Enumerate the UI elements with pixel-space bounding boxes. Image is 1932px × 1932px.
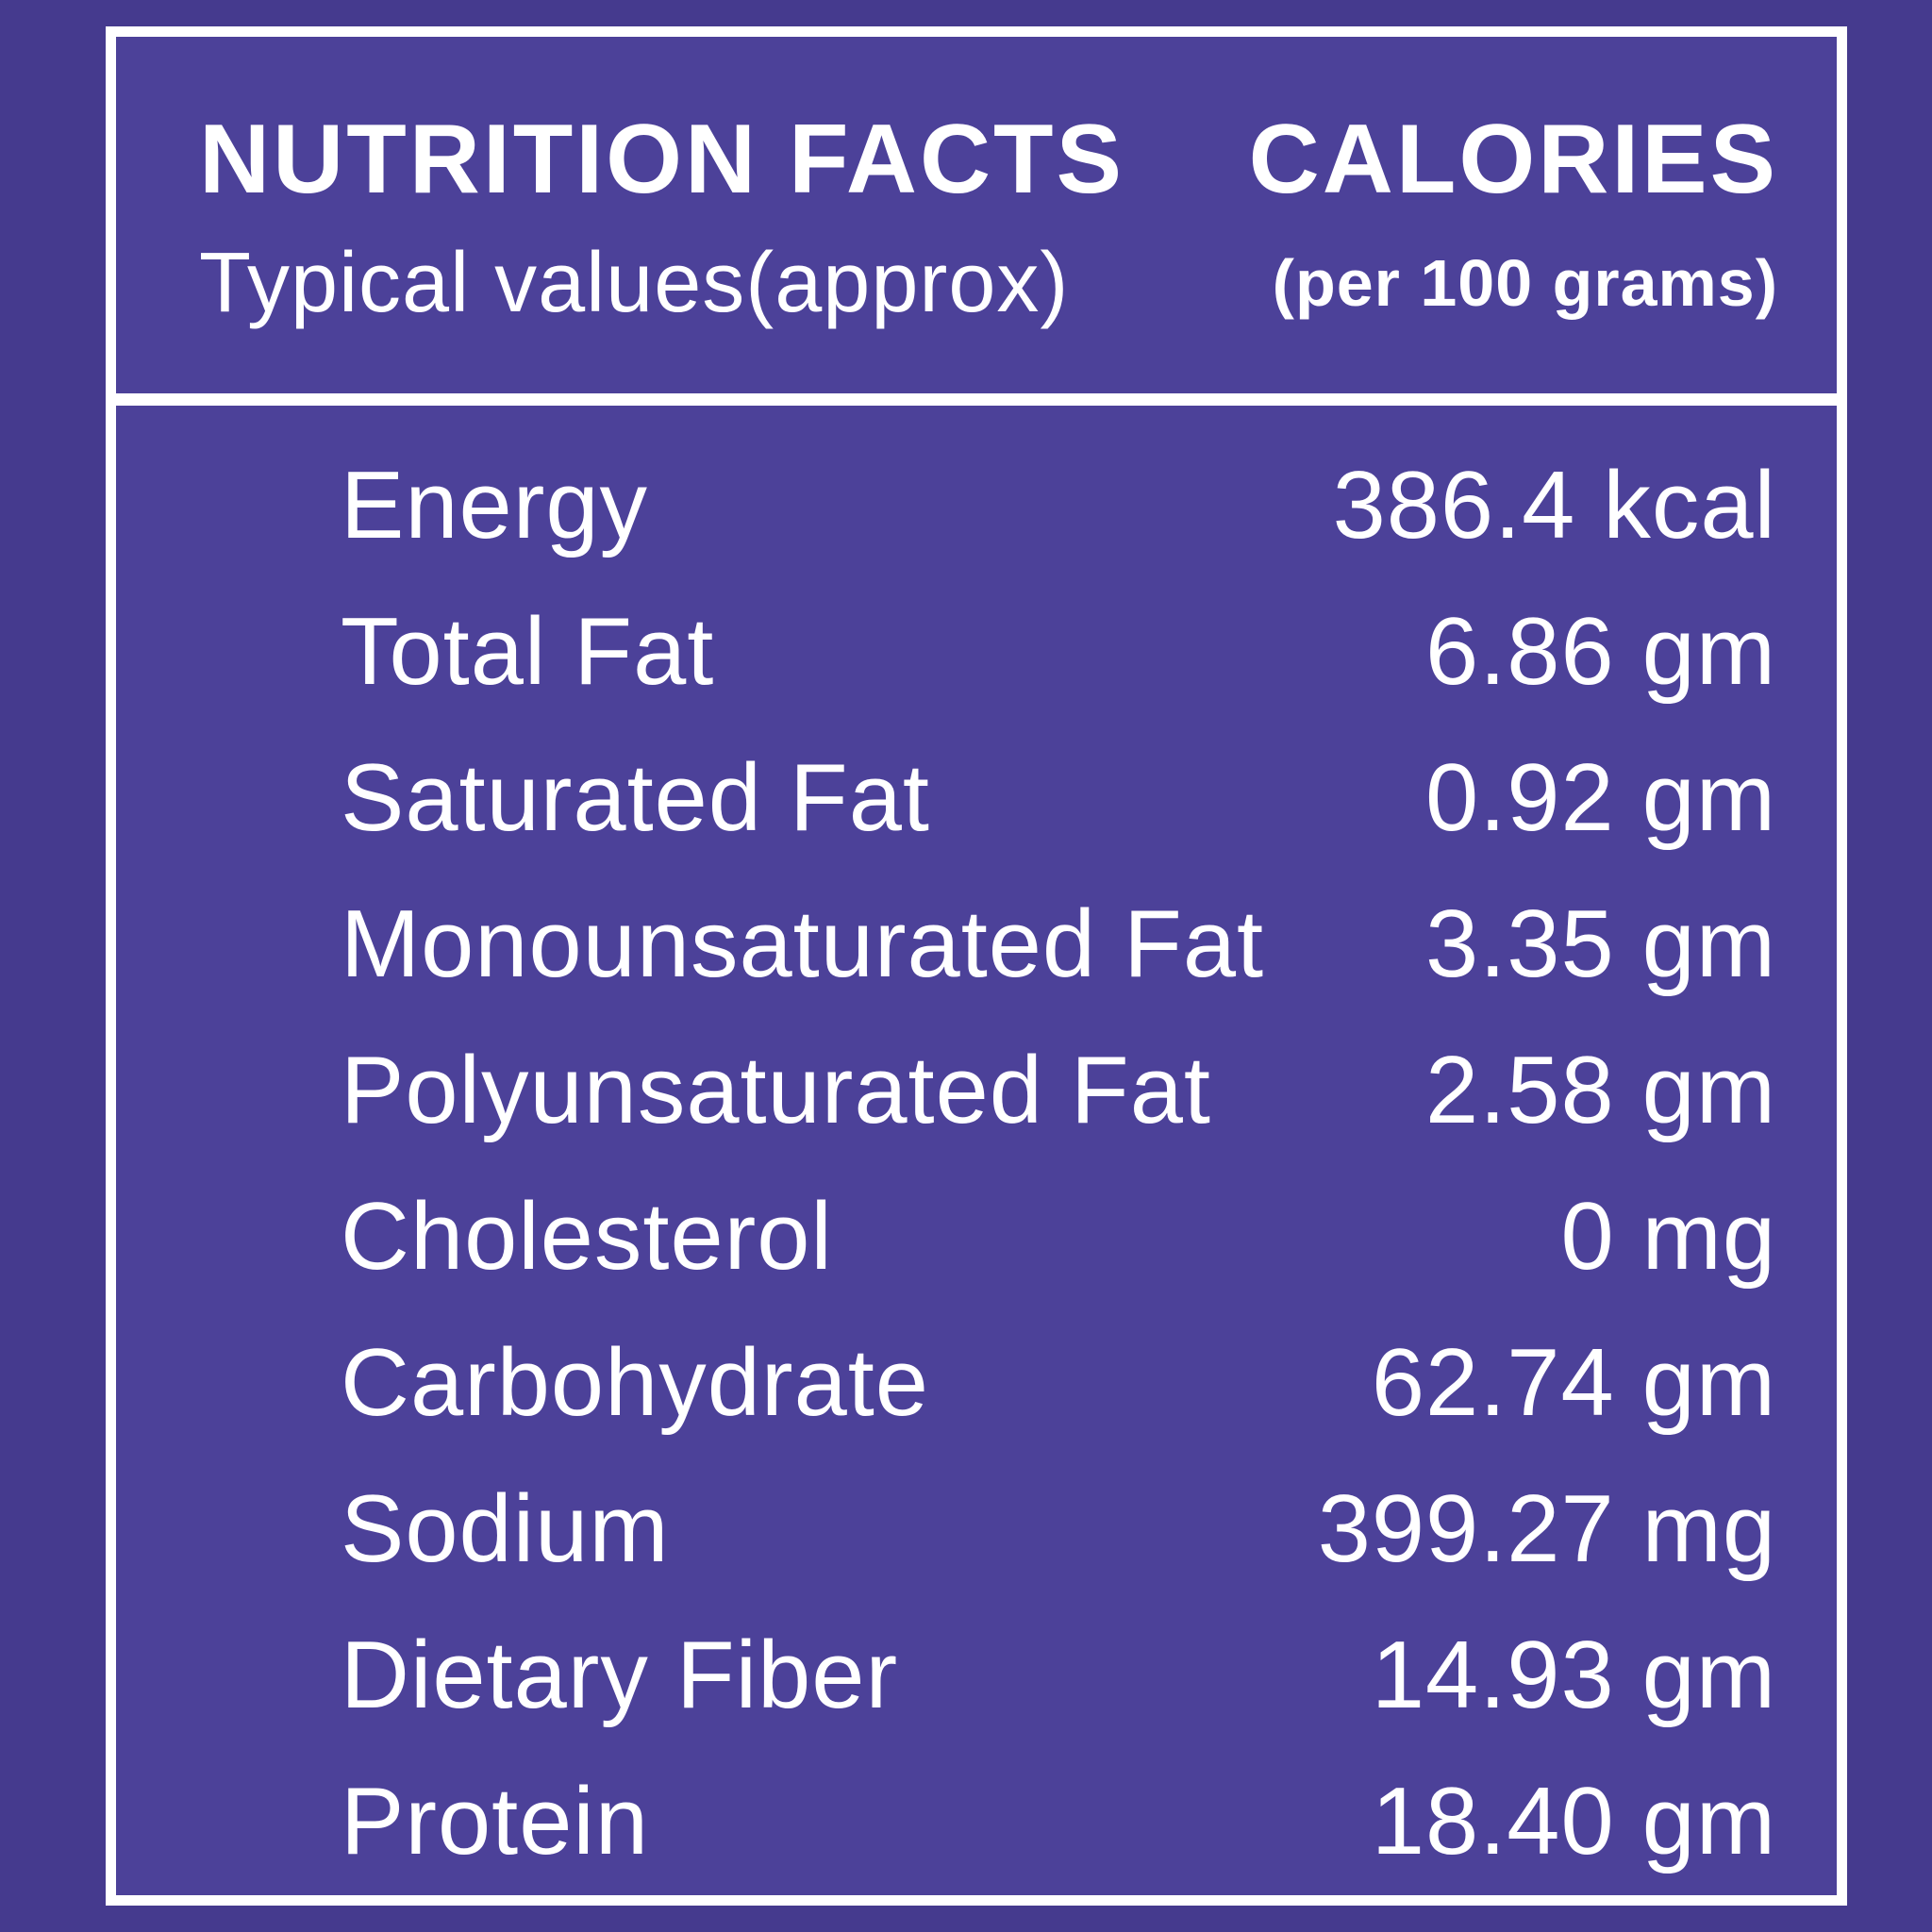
nutrient-label: Energy (341, 453, 649, 558)
label-title: NUTRITION FACTS (199, 105, 1124, 214)
nutrient-value: 6.86 gm (1425, 599, 1776, 705)
nutrient-row: Cholesterol 0 mg (116, 1164, 1837, 1310)
nutrient-row: Energy 386.4 kcal (116, 433, 1837, 579)
nutrient-value: 399.27 mg (1317, 1476, 1776, 1582)
header-divider-rule (116, 393, 1837, 406)
nutrient-value: 386.4 kcal (1332, 453, 1776, 558)
calories-title: CALORIES (1248, 105, 1778, 214)
nutrient-value: 0 mg (1560, 1184, 1776, 1290)
nutrient-value: 62.74 gm (1371, 1330, 1776, 1436)
nutrient-rows: Energy 386.4 kcal Total Fat 6.86 gm Satu… (116, 433, 1837, 1895)
nutrient-label: Sodium (341, 1476, 670, 1582)
nutrient-row: Monounsaturated Fat 3.35 gm (116, 872, 1837, 1018)
nutrient-label: Cholesterol (341, 1184, 833, 1290)
nutrient-row: Protein 18.40 gm (116, 1749, 1837, 1895)
header-left-block: NUTRITION FACTS Typical values(approx) (199, 110, 1124, 325)
header-right-block: CALORIES (per 100 grams) (1249, 110, 1778, 316)
nutrient-value: 18.40 gm (1371, 1769, 1776, 1874)
nutrient-value: 3.35 gm (1425, 891, 1776, 997)
label-frame: NUTRITION FACTS Typical values(approx) C… (106, 26, 1847, 1906)
nutrient-value: 2.58 gm (1425, 1038, 1776, 1143)
nutrient-value: 14.93 gm (1371, 1623, 1776, 1728)
calories-subtitle: (per 100 grams) (1272, 246, 1778, 320)
nutrient-label: Saturated Fat (341, 745, 930, 851)
nutrient-row: Saturated Fat 0.92 gm (116, 725, 1837, 872)
nutrient-row: Dietary Fiber 14.93 gm (116, 1603, 1837, 1749)
nutrient-label: Carbohydrate (341, 1330, 929, 1436)
nutrient-label: Monounsaturated Fat (341, 891, 1265, 997)
nutrient-row: Polyunsaturated Fat 2.58 gm (116, 1018, 1837, 1164)
nutrient-label: Total Fat (341, 599, 715, 705)
nutrient-label: Protein (341, 1769, 650, 1874)
nutrient-label: Dietary Fiber (341, 1623, 899, 1728)
label-subtitle: Typical values(approx) (199, 236, 1070, 330)
nutrient-row: Total Fat 6.86 gm (116, 579, 1837, 725)
label-header: NUTRITION FACTS Typical values(approx) C… (199, 110, 1778, 325)
nutrient-value: 0.92 gm (1425, 745, 1776, 851)
nutrient-label: Polyunsaturated Fat (341, 1038, 1211, 1143)
nutrient-row: Carbohydrate 62.74 gm (116, 1310, 1837, 1457)
nutrient-row: Sodium 399.27 mg (116, 1457, 1837, 1603)
